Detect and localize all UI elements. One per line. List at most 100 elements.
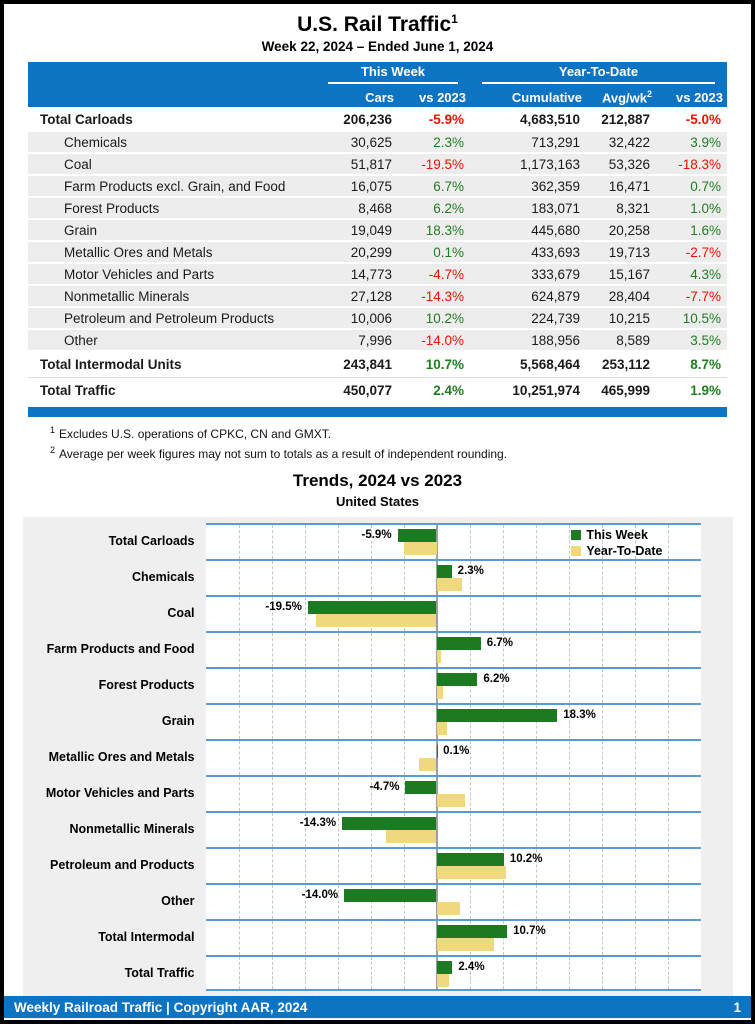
group-header-ytd-label: Year-To-Date xyxy=(558,64,639,79)
gridline xyxy=(568,741,570,776)
gridline xyxy=(535,849,537,884)
bar-this-week xyxy=(307,601,437,615)
column-header-tw-vs2023: vs 2023 xyxy=(398,87,470,108)
chart-category-label: Farm Products and Food xyxy=(46,641,195,656)
gridline xyxy=(271,525,273,560)
group-header-this-week: This Week xyxy=(316,62,470,87)
gridline xyxy=(634,633,636,668)
gridline xyxy=(535,885,537,920)
chart-band: 18.3% xyxy=(205,703,701,740)
table-row: Total Carloads 206,236 -5.9% 4,683,510 212,8… xyxy=(28,107,727,133)
gridline xyxy=(667,561,669,596)
gridline xyxy=(238,849,240,884)
gridline xyxy=(634,597,636,632)
chart-category-label: Petroleum and Products xyxy=(50,857,195,872)
gridline xyxy=(337,525,339,560)
cell-avg-wk: 16,471 xyxy=(586,175,656,199)
gridline xyxy=(238,741,240,776)
cell-tw-vs2023: 2.3% xyxy=(398,132,470,155)
cell-ytd-vs2023: 0.7% xyxy=(656,175,727,199)
column-header-cars: Cars xyxy=(316,87,398,108)
gridline xyxy=(238,705,240,740)
cell-avg-wk: 15,167 xyxy=(586,263,656,287)
chart-row: Total Carloads -5.9% xyxy=(23,523,701,560)
table-row: Grain 19,049 18.3% 445,680 20,258 1.6% xyxy=(28,219,727,243)
gridline xyxy=(535,741,537,776)
gridline xyxy=(370,705,372,740)
gridline xyxy=(502,525,504,560)
bar-year-to-date xyxy=(436,866,506,880)
gridline xyxy=(238,669,240,704)
legend-item-ytd: Year-To-Date xyxy=(571,544,663,558)
gridline xyxy=(271,885,273,920)
cell-avg-wk: 8,589 xyxy=(586,329,656,353)
chart-row: Grain 18.3% xyxy=(23,703,701,740)
row-label: Metallic Ores and Metals xyxy=(28,241,316,265)
bar-value-label: -5.9% xyxy=(361,529,392,542)
gridline xyxy=(238,561,240,596)
gridline xyxy=(601,669,603,704)
gridline xyxy=(271,921,273,956)
gridline xyxy=(568,957,570,990)
gridline xyxy=(634,741,636,776)
gridline xyxy=(667,741,669,776)
chart-rows: Total Carloads -5.9% Chemicals 2.3% Coal -19.… xyxy=(23,523,701,992)
gridline xyxy=(568,849,570,884)
bar-year-to-date xyxy=(436,686,444,700)
gridline xyxy=(601,957,603,990)
cell-tw-vs2023: -14.3% xyxy=(398,285,470,309)
gridline xyxy=(337,669,339,704)
gridline xyxy=(535,705,537,740)
gridline xyxy=(238,777,240,812)
chart-band: 6.7% xyxy=(205,631,701,668)
cell-avg-wk: 253,112 xyxy=(586,351,656,378)
header-spacer xyxy=(28,62,316,87)
gridline xyxy=(337,957,339,990)
cell-ytd-vs2023: 8.7% xyxy=(656,351,727,378)
chart-row: Petroleum and Products 10.2% xyxy=(23,847,701,884)
gridline xyxy=(667,669,669,704)
gridline xyxy=(535,525,537,560)
chart-legend: This Week Year-To-Date xyxy=(571,528,663,560)
cell-cars: 10,006 xyxy=(316,307,398,331)
zero-axis-line xyxy=(435,813,438,848)
cell-tw-vs2023: -19.5% xyxy=(398,153,470,177)
rail-traffic-table: This Week Year-To-Date Cars vs 2023 Cumu… xyxy=(28,62,727,404)
bar-value-label: 10.7% xyxy=(513,925,546,938)
gridline xyxy=(403,669,405,704)
gridline xyxy=(634,921,636,956)
gridline xyxy=(667,813,669,848)
cell-tw-vs2023: -5.9% xyxy=(398,107,470,133)
page-subtitle: Week 22, 2024 – Ended June 1, 2024 xyxy=(261,39,494,54)
bar-this-week xyxy=(436,709,558,723)
gridline xyxy=(304,921,306,956)
bar-this-week xyxy=(342,817,437,831)
group-header-ytd: Year-To-Date xyxy=(470,62,727,87)
gridline xyxy=(634,669,636,704)
gridline xyxy=(271,705,273,740)
cell-avg-wk: 19,713 xyxy=(586,241,656,265)
gridline xyxy=(271,777,273,812)
cell-ytd-vs2023: -18.3% xyxy=(656,153,727,177)
group-header-this-week-label: This Week xyxy=(360,64,426,79)
bar-value-label: 2.3% xyxy=(457,565,484,578)
gridline xyxy=(337,921,339,956)
gridline xyxy=(403,921,405,956)
group-underline xyxy=(482,82,715,84)
bar-year-to-date xyxy=(436,902,460,916)
chart-category-label: Coal xyxy=(167,605,195,620)
row-label: Nonmetallic Minerals xyxy=(28,285,316,309)
bar-year-to-date xyxy=(315,614,437,628)
gridline xyxy=(667,777,669,812)
gridline xyxy=(502,777,504,812)
page-footer-bar: Weekly Railroad Traffic | Copyright AAR,… xyxy=(4,996,751,1018)
gridline xyxy=(535,669,537,704)
bar-year-to-date xyxy=(436,650,442,664)
gridline xyxy=(304,849,306,884)
cell-tw-vs2023: 6.7% xyxy=(398,175,470,199)
legend-item-this-week: This Week xyxy=(571,528,662,542)
gridline xyxy=(667,921,669,956)
gridline xyxy=(403,777,405,812)
gridline xyxy=(271,561,273,596)
gridline xyxy=(568,885,570,920)
